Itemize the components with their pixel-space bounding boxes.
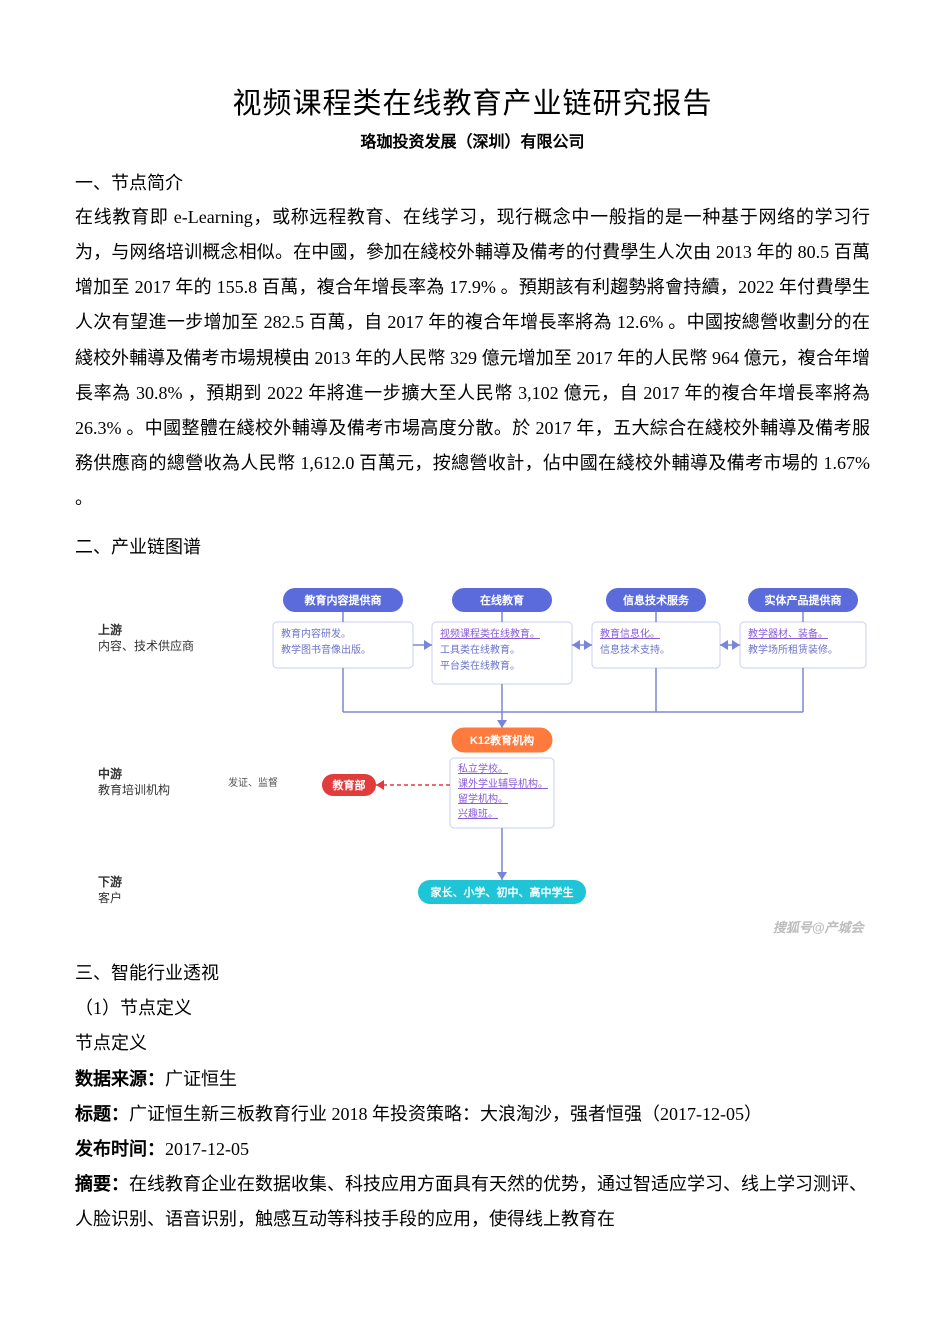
svg-text:教学图书音像出版。: 教学图书音像出版。 (281, 643, 371, 656)
meta-source: 数据来源：广证恒生 (75, 1062, 870, 1097)
meta-abstract: 摘要：在线教育企业在数据收集、科技应用方面具有天然的优势，通过智适应学习、线上学… (75, 1167, 870, 1237)
svg-text:留学机构。: 留学机构。 (458, 792, 508, 805)
meta-title: 标题：广证恒生新三板教育行业 2018 年投资策略：大浪淘沙，强者恒强（2017… (75, 1097, 870, 1132)
doc-title: 视频课程类在线教育产业链研究报告 (75, 80, 870, 122)
svg-text:课外学业辅导机构。: 课外学业辅导机构。 (458, 777, 548, 790)
svg-text:信息技术支持。: 信息技术支持。 (600, 643, 670, 656)
svg-text:信息技术服务: 信息技术服务 (623, 593, 690, 607)
svg-text:在线教育: 在线教育 (480, 593, 524, 607)
svg-text:私立学校。: 私立学校。 (458, 762, 508, 775)
meta-source-label: 数据来源： (75, 1069, 165, 1089)
svg-text:工具类在线教育。: 工具类在线教育。 (440, 643, 520, 656)
section-2-head: 二、产业链图谱 (75, 530, 870, 564)
svg-text:中游: 中游 (98, 766, 122, 781)
svg-text:K12教育机构: K12教育机构 (469, 733, 533, 747)
section-3-sub1: （1）节点定义 (75, 991, 870, 1026)
svg-text:教育内容研发。: 教育内容研发。 (281, 627, 351, 640)
svg-text:教育部: 教育部 (331, 778, 365, 792)
diagram-watermark: 搜狐号@产城会 (773, 917, 864, 936)
svg-text:上游: 上游 (98, 622, 122, 637)
svg-text:教育内容提供商: 教育内容提供商 (303, 593, 381, 607)
svg-text:教育培训机构: 教育培训机构 (98, 782, 170, 797)
svg-text:家长、小学、初中、高中学生: 家长、小学、初中、高中学生 (430, 885, 573, 899)
svg-text:兴趣班。: 兴趣班。 (458, 807, 498, 820)
meta-pub-value: 2017-12-05 (165, 1139, 249, 1159)
meta-source-value: 广证恒生 (165, 1069, 237, 1089)
meta-abs-value: 在线教育企业在数据收集、科技应用方面具有天然的优势，通过智适应学习、线上学习测评… (75, 1174, 867, 1229)
section-3-sub2: 节点定义 (75, 1026, 870, 1061)
doc-subtitle: 珞珈投资发展（深圳）有限公司 (75, 128, 870, 152)
svg-text:下游: 下游 (98, 874, 122, 889)
meta-abs-label: 摘要： (75, 1174, 129, 1194)
svg-text:平台类在线教育。: 平台类在线教育。 (440, 659, 520, 672)
svg-text:视频课程类在线教育。: 视频课程类在线教育。 (440, 627, 540, 640)
meta-pub-label: 发布时间： (75, 1139, 165, 1159)
svg-text:教学器材、装备。: 教学器材、装备。 (748, 627, 828, 640)
svg-text:客户: 客户 (98, 890, 122, 905)
svg-text:教学场所租赁装修。: 教学场所租赁装修。 (748, 643, 838, 656)
section-3-head: 三、智能行业透视 (75, 956, 870, 991)
svg-text:内容、技术供应商: 内容、技术供应商 (98, 638, 194, 653)
meta-title-value: 广证恒生新三板教育行业 2018 年投资策略：大浪淘沙，强者恒强（2017-12… (129, 1104, 762, 1124)
meta-pub: 发布时间：2017-12-05 (75, 1132, 870, 1167)
meta-title-label: 标题： (75, 1104, 129, 1124)
svg-text:实体产品提供商: 实体产品提供商 (764, 593, 841, 607)
section-1-body: 在线教育即 e-Learning，或称远程教育、在线学习，现行概念中一般指的是一… (75, 200, 870, 516)
section-1-head: 一、节点简介 (75, 166, 870, 200)
svg-text:教育信息化。: 教育信息化。 (600, 627, 660, 640)
svg-text:发证、监督: 发证、监督 (228, 776, 278, 789)
industry-chain-diagram: 上游内容、技术供应商中游教育培训机构下游客户 教育内容提供商 在线教育 信息技术服务 实… (78, 578, 868, 938)
